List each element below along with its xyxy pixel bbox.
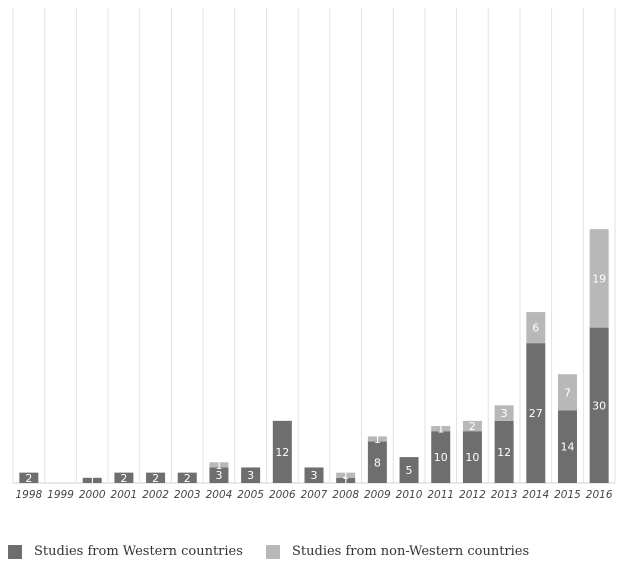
segment-label: 27	[529, 407, 543, 420]
segment-label: 0	[152, 460, 159, 473]
segment-label: 2	[406, 444, 413, 457]
bar-segment-non-western	[336, 472, 356, 478]
segment-label: 12	[497, 446, 511, 459]
x-tick-label: 2011	[427, 489, 454, 500]
bar-segment-non-western	[557, 374, 577, 411]
x-tick-label: 2013	[491, 489, 518, 500]
segment-label: 3	[311, 469, 318, 482]
bar-segment-non-western	[367, 436, 387, 442]
bar-segment-western	[494, 420, 514, 483]
bar-segment-western	[526, 343, 546, 483]
x-tick-label: 1999	[47, 489, 74, 500]
segment-label: 8	[374, 456, 381, 469]
x-tick-label: 2010	[396, 489, 423, 500]
bars	[19, 229, 609, 483]
segment-label: 7	[564, 386, 571, 399]
bar-segment-western	[336, 477, 356, 483]
bar-segment-western	[146, 472, 166, 483]
bar-segment-non-western	[431, 426, 451, 432]
segment-label: 19	[592, 272, 606, 285]
segment-label: 0	[120, 460, 127, 473]
x-tick-label: 2004	[206, 489, 233, 500]
x-tick-labels: 1998 1999 2000 2001 2002 2003 2004 2005 2006 2007…	[15, 489, 613, 501]
bar-segment-western	[557, 410, 577, 483]
bar-segment-western	[82, 477, 102, 483]
legend-label-western: Studies from Western countries	[34, 544, 243, 559]
x-tick-label: 2009	[364, 489, 391, 500]
x-tick-label: 2015	[554, 489, 581, 500]
segment-label: 12	[275, 446, 289, 459]
x-tick-label: 2005	[237, 489, 264, 500]
bar-segment-western	[209, 467, 229, 483]
bar-segment-non-western	[462, 420, 482, 432]
bar-segment-non-western	[494, 405, 514, 421]
bar-segment-western	[19, 472, 39, 483]
segment-label: 2	[469, 420, 476, 433]
x-tick-label: 2002	[142, 489, 169, 500]
bar-segment-western	[367, 441, 387, 483]
legend-swatch-non-western	[266, 544, 280, 559]
segment-label: 3	[501, 407, 508, 420]
legend-item-western: Studies from Western countries	[8, 544, 243, 559]
segment-label: 0	[25, 460, 32, 473]
segment-label: 1	[215, 459, 222, 472]
segment-label: 0	[311, 454, 318, 467]
bar-segment-non-western	[526, 312, 546, 344]
grid-lines	[12, 8, 616, 484]
segment-label: 2	[25, 472, 32, 485]
segment-label: 1	[89, 474, 96, 487]
bar-segment-non-western	[589, 229, 609, 328]
segment-label: 14	[560, 441, 574, 454]
segment-label: 2	[120, 472, 127, 485]
legend: Studies from Western countries Studies f…	[8, 544, 608, 562]
segment-label: 0	[247, 454, 254, 467]
x-tick-label: 2006	[269, 489, 296, 500]
bar-segment-western	[304, 467, 324, 483]
x-tick-label: 1998	[15, 489, 42, 500]
x-tick-label: 2016	[586, 489, 613, 500]
legend-item-non-western: Studies from non-Western countries	[266, 544, 529, 559]
bar-segment-non-western	[209, 462, 229, 468]
bar-segment-western	[272, 420, 292, 483]
segment-label: 2	[184, 472, 191, 485]
segment-label: 6	[532, 322, 539, 335]
segment-label: 3	[247, 469, 254, 482]
legend-swatch-western	[8, 544, 22, 559]
segment-label: 1	[437, 423, 444, 436]
segment-label: 5	[406, 464, 413, 477]
x-tick-label: 2008	[332, 489, 359, 500]
x-tick-label: 2000	[79, 489, 106, 500]
x-tick-label: 2012	[459, 489, 486, 500]
segment-label: 1	[374, 433, 381, 446]
bar-segment-western	[114, 472, 134, 483]
bar-segment-western	[241, 467, 261, 483]
bar-segment-western	[589, 327, 609, 483]
legend-label-non-western: Studies from non-Western countries	[292, 544, 530, 559]
bar-segment-western	[431, 431, 451, 483]
x-tick-label: 2007	[301, 489, 328, 500]
segment-label: 1	[342, 474, 349, 487]
bar-segment-western	[177, 472, 197, 483]
segment-label: 2	[152, 472, 159, 485]
x-tick-label: 2003	[174, 489, 201, 500]
bar-segment-western	[399, 457, 419, 483]
segment-label: 10	[434, 451, 448, 464]
segment-label: 30	[592, 399, 606, 412]
x-tick-label: 2014	[522, 489, 549, 500]
segment-label: 0	[279, 408, 286, 421]
segment-label: 3	[215, 469, 222, 482]
segment-label: 10	[465, 451, 479, 464]
segment-label: 1	[342, 469, 349, 482]
bar-segment-western	[462, 431, 482, 483]
x-tick-label: 2001	[111, 489, 138, 500]
